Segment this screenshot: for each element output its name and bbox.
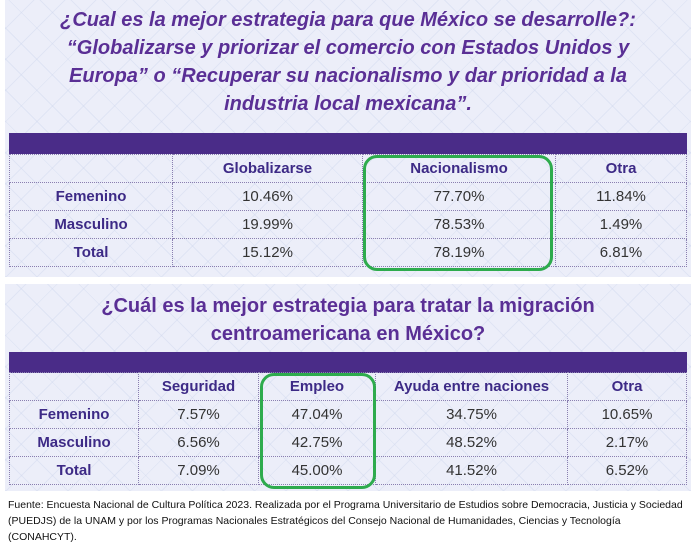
column-header: Otra — [567, 372, 687, 401]
highlight-box-nacionalismo — [363, 155, 553, 271]
cell: 7.57% — [138, 400, 259, 429]
cell: 6.52% — [567, 456, 687, 485]
table1-panel: ¿Cual es la mejor estrategia para que Mé… — [5, 0, 691, 277]
column-header — [9, 372, 139, 401]
cell: 6.56% — [138, 428, 259, 457]
highlight-box-empleo — [260, 373, 376, 489]
table2-title: ¿Cuál es la mejor estrategia para tratar… — [5, 292, 691, 348]
title-line: ¿Cuál es la mejor estrategia para tratar… — [101, 295, 595, 317]
cell: 10.46% — [172, 182, 363, 211]
cell: 19.99% — [172, 210, 363, 239]
table2-panel: ¿Cuál es la mejor estrategia para tratar… — [5, 284, 691, 491]
row-label: Masculino — [9, 210, 173, 239]
table-row: Femenino 7.57% 47.04% 34.75% 10.65% — [9, 400, 687, 429]
column-header — [9, 154, 173, 183]
table-row: Masculino 19.99% 78.53% 1.49% — [9, 210, 687, 239]
column-header: Seguridad — [138, 372, 259, 401]
title-line: industria local mexicana”. — [224, 93, 472, 115]
cell: 45.00% — [258, 456, 376, 485]
cell: 1.49% — [555, 210, 687, 239]
table-row: Masculino 6.56% 42.75% 48.52% 2.17% — [9, 428, 687, 457]
title-line: ¿Cual es la mejor estrategia para que Mé… — [60, 9, 636, 31]
cell: 2.17% — [567, 428, 687, 457]
cell: 34.75% — [375, 400, 568, 429]
column-header: Ayuda entre naciones — [375, 372, 568, 401]
column-header: Otra — [555, 154, 687, 183]
cell: 47.04% — [258, 400, 376, 429]
table-row: Total 7.09% 45.00% 41.52% 6.52% — [9, 456, 687, 485]
table-header-row: Globalizarse Nacionalismo Otra — [9, 154, 687, 183]
header-bar — [9, 352, 687, 373]
row-label: Femenino — [9, 400, 139, 429]
row-label: Total — [9, 238, 173, 267]
column-header: Nacionalismo — [362, 154, 556, 183]
table-row: Femenino 10.46% 77.70% 11.84% — [9, 182, 687, 211]
title-line: “Globalizarse y priorizar el comercio co… — [66, 37, 630, 59]
title-line: centroamericana en México? — [210, 323, 486, 345]
column-header: Globalizarse — [172, 154, 363, 183]
table-row: Total 15.12% 78.19% 6.81% — [9, 238, 687, 267]
title-line: Europa” o “Recuperar su nacionalismo y d… — [69, 65, 627, 87]
cell: 10.65% — [567, 400, 687, 429]
table-header-row: Seguridad Empleo Ayuda entre naciones Ot… — [9, 372, 687, 401]
column-header: Empleo — [258, 372, 376, 401]
cell: 48.52% — [375, 428, 568, 457]
cell: 78.19% — [362, 238, 556, 267]
row-label: Masculino — [9, 428, 139, 457]
cell: 77.70% — [362, 182, 556, 211]
cell: 7.09% — [138, 456, 259, 485]
table1: Globalizarse Nacionalismo Otra Femenino … — [9, 154, 687, 267]
cell: 11.84% — [555, 182, 687, 211]
table2: Seguridad Empleo Ayuda entre naciones Ot… — [9, 372, 687, 485]
cell: 6.81% — [555, 238, 687, 267]
header-bar — [9, 133, 687, 154]
cell: 15.12% — [172, 238, 363, 267]
cell: 41.52% — [375, 456, 568, 485]
table1-title: ¿Cual es la mejor estrategia para que Mé… — [5, 6, 691, 118]
row-label: Total — [9, 456, 139, 485]
source-footnote: Fuente: Encuesta Nacional de Cultura Pol… — [8, 499, 683, 543]
row-label: Femenino — [9, 182, 173, 211]
